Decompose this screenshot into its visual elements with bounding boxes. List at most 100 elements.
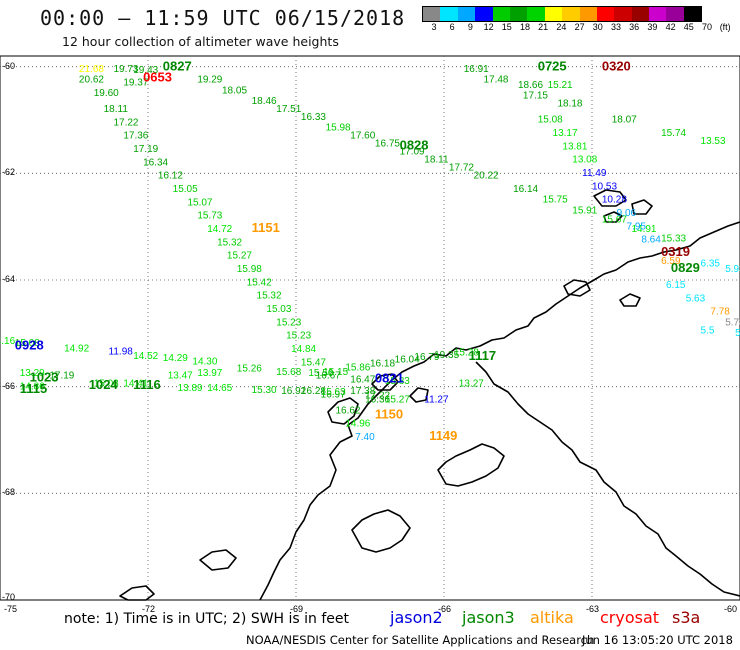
colorbar-label: 36 (629, 22, 640, 32)
swh-value: 16.97 (321, 389, 346, 400)
coastline-island-2 (409, 387, 429, 403)
colorbar-label: 70 (701, 22, 713, 32)
legend-jason2: jason2 (390, 608, 443, 627)
coastline-island-3 (593, 189, 627, 207)
swh-value: 5.78 (725, 317, 740, 328)
colorbar-swatch (562, 7, 580, 21)
swh-value: 15.26 (237, 364, 262, 375)
coastline-island-8 (199, 549, 237, 571)
colorbar-swatch (683, 7, 702, 21)
swh-value: 16.67 (316, 371, 341, 382)
coastline-inlet-b (351, 509, 411, 553)
swh-value: 20.62 (79, 75, 104, 86)
generation-timestamp: Jun 16 13:05:20 UTC 2018 (582, 633, 733, 647)
swh-value: 15.23 (276, 317, 301, 328)
swh-value: 15.74 (661, 128, 686, 139)
swh-value: 14.52 (133, 351, 158, 362)
swh-value: 15.08 (94, 379, 119, 390)
legend-altika: altika (530, 608, 574, 627)
swh-value: 20.22 (474, 171, 499, 182)
colorbar-label: 15 (501, 22, 512, 32)
credit-line: NOAA/NESDIS Center for Satellite Applica… (246, 633, 595, 647)
map-border (0, 55, 740, 601)
swh-value: 7.95 (627, 221, 647, 232)
swh-value: 8.64 (641, 235, 661, 246)
colorbar-swatch (666, 7, 684, 21)
pass-time-label: 0821 (375, 370, 404, 385)
swh-value: 15.63 (321, 387, 346, 398)
longitude-label: -75 (4, 604, 18, 614)
coastline-island-4 (631, 199, 653, 215)
latitude-label: -70 (2, 592, 16, 602)
swh-value: 16.34 (143, 157, 168, 168)
map-frame (0, 55, 740, 601)
swh-value: 14.65 (207, 383, 232, 394)
colorbar-swatch (631, 7, 650, 21)
longitude-label: -69 (290, 604, 304, 614)
swh-value: 16.18 (370, 358, 395, 369)
swh-value: 15.15 (323, 367, 348, 378)
pass-time-label: 1151 (252, 220, 280, 235)
swh-value: 17.38 (350, 386, 375, 397)
longitude-label: -66 (438, 604, 452, 614)
colorbar-label: 42 (665, 22, 676, 32)
swh-value: 6.59 (661, 256, 681, 267)
swh-value: 13.29 (20, 368, 45, 379)
coastline-island-1 (371, 373, 399, 391)
coastline-island-7 (619, 293, 641, 307)
swh-value: 13.27 (459, 379, 484, 390)
swh-value: 7.78 (710, 307, 730, 318)
swh-value: 17.19 (133, 144, 158, 155)
swh-value: 15.68 (276, 367, 301, 378)
latitude-label: -60 (2, 60, 16, 71)
pass-time-label: 0653 (143, 70, 172, 85)
swh-value: 21.68 (79, 64, 104, 75)
pass-time-label: 1150 (375, 407, 403, 422)
pass-time-label: 0829 (671, 260, 700, 275)
swh-value: 17.51 (276, 104, 301, 115)
swh-value: 15.83 (385, 376, 410, 387)
swh-value: 16.62 (335, 405, 360, 416)
swh-value: 19.43 (133, 65, 158, 76)
swh-value: 15.42 (247, 277, 272, 288)
swh-value: 7.40 (355, 432, 375, 443)
coastline-inlet-a (437, 443, 505, 487)
swh-value: 14.72 (207, 224, 232, 235)
swh-value: 18.66 (518, 80, 543, 91)
pass-time-label: 0725 (538, 58, 567, 73)
longitude-label: -60 (724, 604, 738, 614)
swh-value: 11.27 (424, 395, 449, 406)
swh-value: 13.53 (701, 136, 726, 147)
swh-value: 13.81 (562, 141, 587, 152)
latitude-label: -68 (2, 487, 16, 498)
swh-value: 17.15 (523, 91, 548, 102)
swh-value: 15.75 (543, 195, 568, 206)
swh-value: 15.67 (602, 214, 627, 225)
latitude-label: -64 (2, 274, 16, 284)
swh-value: 15.21 (548, 80, 573, 91)
swh-value: 15.91 (572, 205, 597, 216)
swh-value: 18.18 (557, 99, 582, 110)
map-subtitle: 12 hour collection of altimeter wave hei… (62, 34, 339, 49)
colorbar-swatch (544, 7, 563, 21)
swh-value: 17.09 (400, 147, 425, 158)
swh-value: 15.03 (266, 304, 291, 315)
swh-value: 15.08 (15, 338, 40, 349)
swh-value: 13.89 (178, 383, 203, 394)
swh-value: 5.68 (735, 328, 740, 339)
swh-value: 14.92 (64, 343, 89, 354)
swh-value: 13.17 (553, 128, 578, 139)
swh-value: 15.28 (454, 348, 479, 359)
colorbar-swatch (509, 7, 528, 21)
colorbar-label: 9 (467, 22, 473, 32)
swh-value: 17.22 (365, 390, 390, 401)
swh-value: 17.72 (449, 163, 474, 174)
swh-value: 16.92 (281, 386, 306, 397)
coastline-peninsula-east (475, 361, 740, 597)
swh-value: 17.60 (350, 131, 375, 142)
swh-value: 18.11 (424, 155, 449, 166)
swh-value: 16.33 (301, 112, 326, 123)
swh-value: 16.91 (464, 64, 489, 75)
